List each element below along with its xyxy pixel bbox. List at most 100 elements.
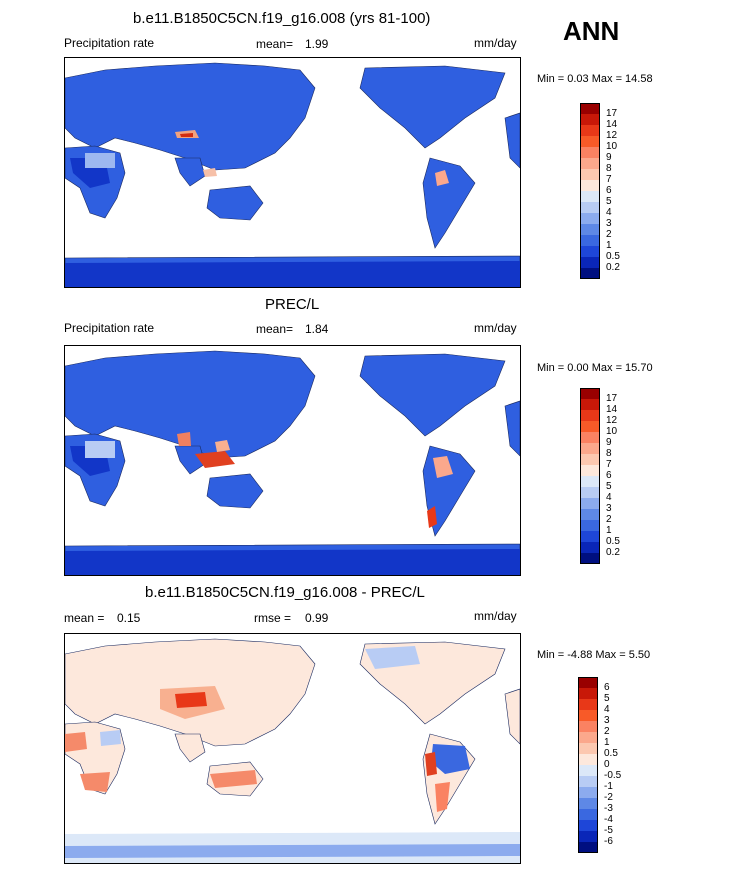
colorbar-level-label: 6 (604, 682, 610, 693)
colorbar-segment (580, 553, 600, 564)
colorbar-level-label: 8 (606, 163, 612, 174)
colorbar-frame (580, 388, 600, 564)
colorbar-segment (580, 432, 600, 443)
panel-2-variable-label: Precipitation rate (64, 321, 155, 335)
colorbar-segment (578, 798, 598, 809)
panel-2-units: mm/day (474, 321, 517, 335)
colorbar-segment (580, 202, 600, 213)
colorbar-segment (580, 388, 600, 399)
colorbar-segment (578, 831, 598, 842)
colorbar-segment (578, 754, 598, 765)
panel-1-mean-label: mean= (256, 37, 294, 51)
colorbar-level-label: 17 (606, 393, 618, 404)
colorbar-segment (580, 136, 600, 147)
colorbar-segment (580, 125, 600, 136)
panel-3-units: mm/day (474, 609, 517, 623)
colorbar-segment (578, 677, 598, 688)
colorbar-level-label: 2 (606, 229, 612, 240)
colorbar-level-label: -2 (604, 792, 613, 803)
colorbar-level-label: 7 (606, 459, 612, 470)
colorbar-level-label: 12 (606, 415, 618, 426)
colorbar-level-label: 9 (606, 437, 612, 448)
colorbar-level-label: 17 (606, 108, 618, 119)
colorbar-segment (580, 235, 600, 246)
colorbar-level-label: 2 (606, 514, 612, 525)
panel-3-map (64, 633, 521, 864)
colorbar-segment (580, 465, 600, 476)
panel-2-mean-value: 1.84 (305, 322, 329, 336)
colorbar-level-label: -0.5 (604, 770, 622, 781)
colorbar-frame (578, 677, 598, 853)
colorbar-level-label: 5 (604, 693, 610, 704)
colorbar-level-label: 1 (606, 525, 612, 536)
colorbar-segment (580, 531, 600, 542)
colorbar-segment (578, 721, 598, 732)
colorbar-segment (580, 443, 600, 454)
colorbar-segment (580, 224, 600, 235)
panel-2-title: PREC/L (265, 296, 320, 313)
colorbar-level-label: 5 (606, 196, 612, 207)
panel-1-title: b.e11.B1850C5CN.f19_g16.008 (yrs 81-100) (133, 10, 431, 27)
colorbar-segment (580, 487, 600, 498)
panel-1-minmax: Min = 0.03 Max = 14.58 (537, 73, 653, 85)
colorbar-segment (578, 732, 598, 743)
colorbar-level-label: 1 (604, 737, 610, 748)
panel-1-map (64, 57, 521, 288)
colorbar-level-label: 0 (604, 759, 610, 770)
colorbar-level-label: 9 (606, 152, 612, 163)
panel-1-colorbar: 17 14 12 10 9 8 7 6 5 4 3 2 1 0.5 0.2 (580, 103, 640, 283)
colorbar-level-label: 2 (604, 726, 610, 737)
colorbar-level-label: 10 (606, 426, 618, 437)
colorbar-level-label: 6 (606, 185, 612, 196)
colorbar-segment (580, 158, 600, 169)
colorbar-level-label: 0.5 (606, 251, 620, 262)
colorbar-level-label: -5 (604, 825, 613, 836)
colorbar-level-label: 0.2 (606, 262, 620, 273)
colorbar-segment (578, 842, 598, 853)
colorbar-segment (578, 765, 598, 776)
colorbar-level-label: 7 (606, 174, 612, 185)
colorbar-segment (580, 103, 600, 114)
colorbar-frame (580, 103, 600, 279)
colorbar-segment (580, 268, 600, 279)
colorbar-segment (580, 213, 600, 224)
colorbar-level-label: -6 (604, 836, 613, 847)
colorbar-segment (580, 246, 600, 257)
colorbar-segment (580, 476, 600, 487)
panel-3-mean-label: mean = (64, 611, 105, 625)
panel-1-mean-value: 1.99 (305, 37, 329, 51)
colorbar-segment (580, 399, 600, 410)
colorbar-level-label: -1 (604, 781, 613, 792)
colorbar-segment (580, 257, 600, 268)
colorbar-level-label: 14 (606, 119, 618, 130)
colorbar-segment (580, 542, 600, 553)
colorbar-segment (580, 147, 600, 158)
colorbar-level-label: 0.5 (604, 748, 618, 759)
colorbar-level-label: 10 (606, 141, 618, 152)
colorbar-segment (580, 114, 600, 125)
colorbar-segment (580, 169, 600, 180)
panel-1-variable-label: Precipitation rate (64, 36, 155, 50)
colorbar-level-label: 6 (606, 470, 612, 481)
colorbar-segment (578, 820, 598, 831)
colorbar-level-label: 5 (606, 481, 612, 492)
colorbar-segment (578, 743, 598, 754)
panel-2-mean-label: mean= (256, 322, 294, 336)
panel-2-map (64, 345, 521, 576)
colorbar-level-label: -3 (604, 803, 613, 814)
colorbar-segment (580, 191, 600, 202)
colorbar-level-label: 4 (604, 704, 610, 715)
colorbar-segment (580, 520, 600, 531)
season-label: ANN (563, 16, 620, 46)
colorbar-level-label: 4 (606, 492, 612, 503)
panel-2-colorbar: 17 14 12 10 9 8 7 6 5 4 3 2 1 0.5 0.2 (580, 388, 640, 568)
colorbar-segment (580, 509, 600, 520)
panel-3-rmse-label: rmse = (254, 611, 292, 625)
panel-1-units: mm/day (474, 36, 517, 50)
panel-3-colorbar: 6 5 4 3 2 1 0.5 0 -0.5 -1 -2 -3 -4 -5 -6 (578, 677, 638, 857)
colorbar-level-label: 0.2 (606, 547, 620, 558)
colorbar-segment (578, 688, 598, 699)
colorbar-level-label: 4 (606, 207, 612, 218)
colorbar-level-label: -4 (604, 814, 613, 825)
colorbar-segment (578, 776, 598, 787)
